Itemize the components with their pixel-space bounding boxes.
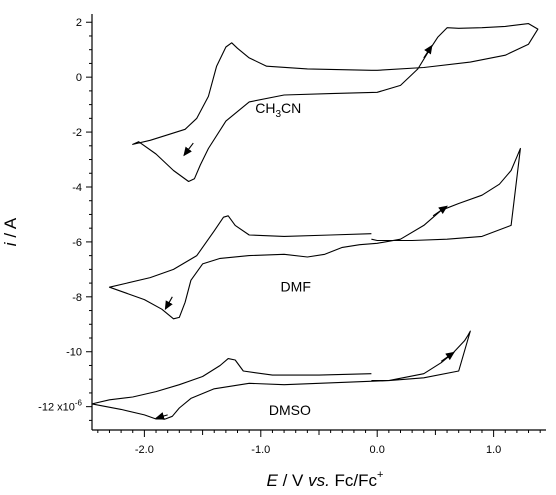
series-line-dmso [91,330,471,420]
series-label-dmso: DMSO [269,402,311,418]
y-axis-unit: / A [1,217,20,242]
series-line-dmf [108,147,521,320]
x-tick-label: 1.0 [486,444,501,456]
series-label-ch3cn: CH3CN [255,100,301,120]
y-tick-label: 2 [76,17,82,29]
scan-direction-arrow [432,205,448,217]
x-tick-label: 0.0 [370,444,385,456]
x-tick-label: -2.0 [135,444,154,456]
axes: 2 0 -2 -4 -6 -8 -10 -12 x10-6 -2.0 -1.0 0.0 1.0 [38,14,546,456]
scan-direction-arrow [155,412,168,420]
curves [91,23,539,420]
y-tick-label: 0 [76,72,82,84]
x-axis-title: E / V vs. Fc/Fc+ [267,469,384,490]
scan-direction-arrow [423,44,433,59]
x-axis-reference-sup: + [377,469,383,481]
y-axis-title: i / A [1,217,20,246]
y-tick-label: -12 x10-6 [38,399,82,414]
scan-direction-arrow [164,296,173,311]
x-axis-unit: / V [278,471,308,490]
curve-labels: CH3CN DMF DMSO [255,100,311,418]
y-tick-label: -4 [72,182,82,194]
scan-direction-arrow [440,351,455,362]
x-tick-label: -1.0 [251,444,270,456]
y-tick-label: -6 [72,237,82,249]
x-axis-vs: vs. [308,471,330,490]
y-axis-variable: i [1,241,20,246]
series-label-dmf: DMF [281,278,311,294]
y-tick-label: -2 [72,127,82,139]
series-line-ch3cn [132,23,539,183]
y-tick-label: -8 [72,292,82,304]
x-axis-reference: Fc/Fc [330,471,378,490]
y-tick-label: -10 [66,347,82,359]
x-axis-variable: E [267,471,279,490]
scan-direction-arrow [183,142,194,157]
